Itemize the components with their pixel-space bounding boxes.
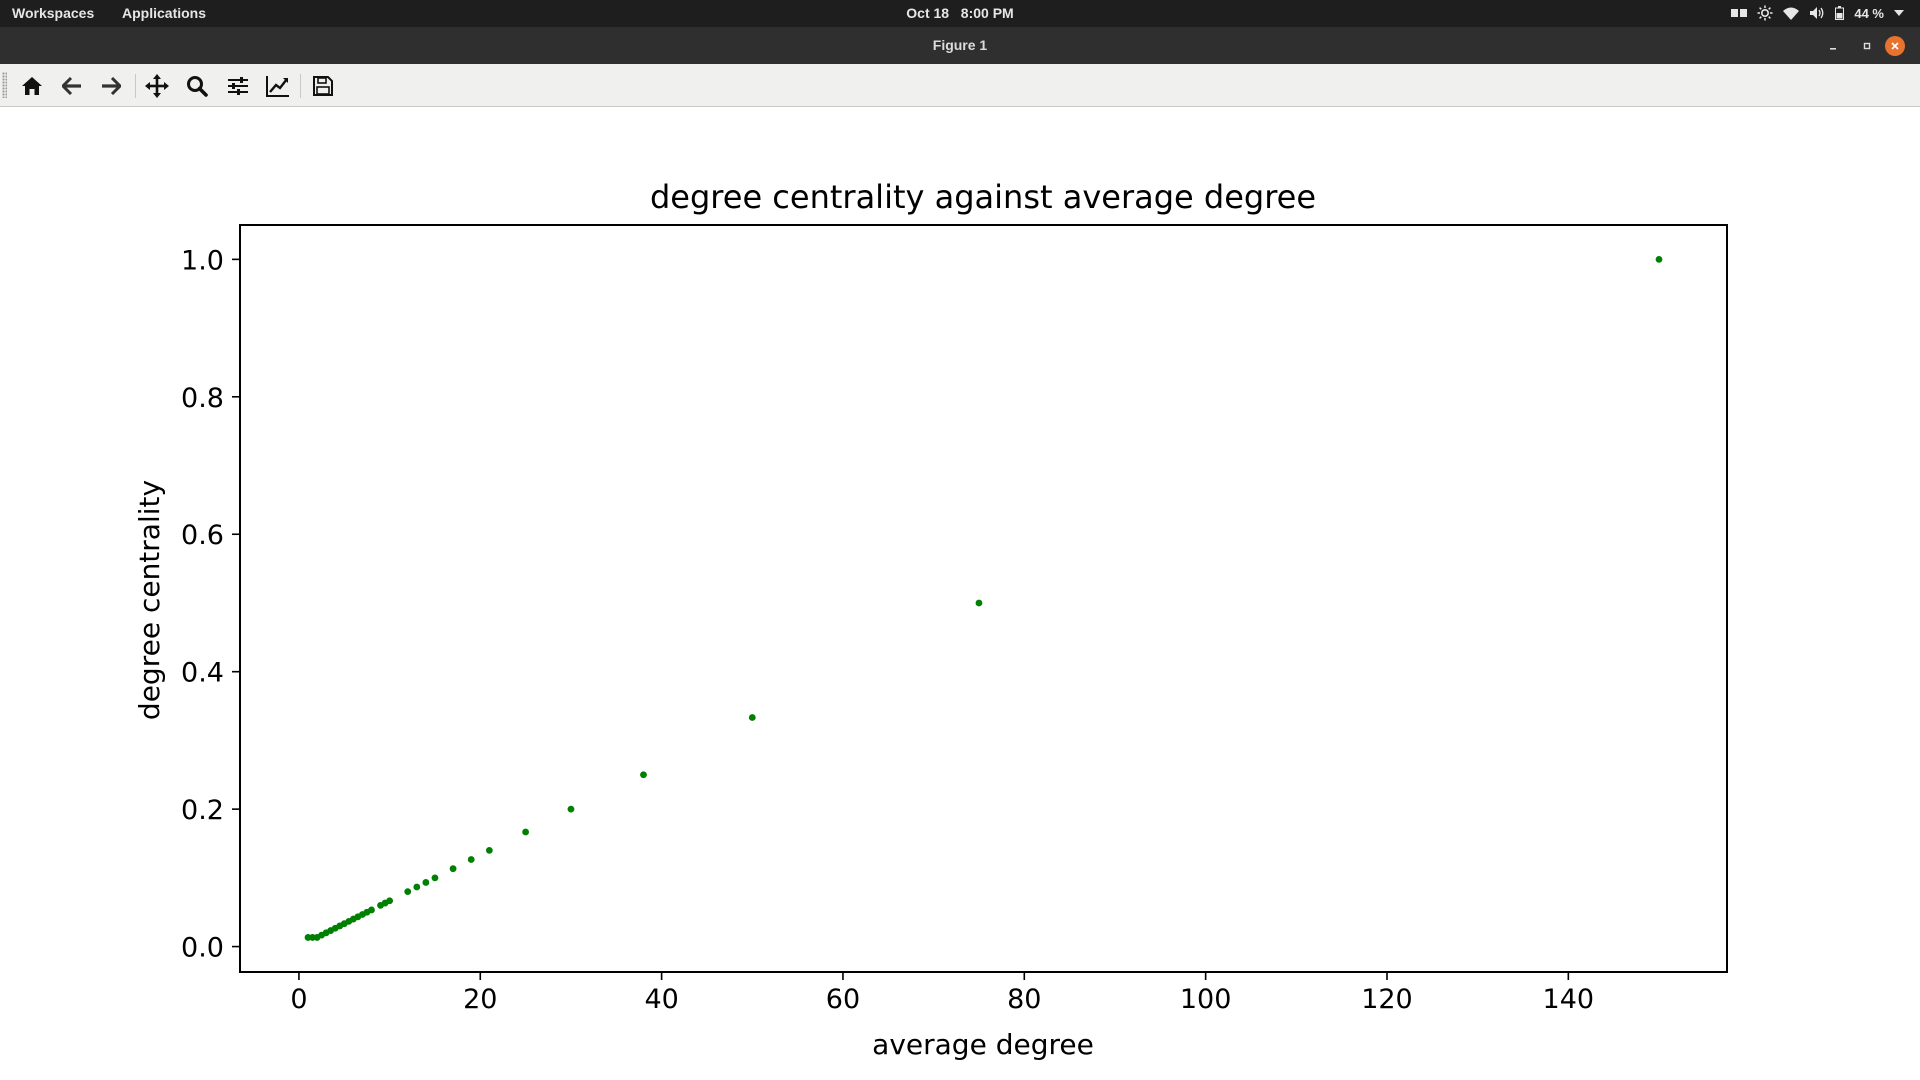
data-point [422, 879, 430, 886]
y-axis-label: degree centrality [133, 480, 166, 720]
data-point [1655, 255, 1663, 263]
x-tick-label: 120 [1361, 984, 1413, 1015]
pan-icon[interactable] [143, 72, 171, 100]
system-menu-chevron-icon[interactable] [1894, 10, 1904, 16]
toolbar-grip[interactable] [2, 72, 7, 98]
clock-date[interactable]: Oct 18 [906, 5, 950, 21]
brightness-icon[interactable] [1757, 5, 1773, 21]
forward-arrow-icon[interactable] [97, 72, 125, 100]
system-top-bar: Workspaces Applications Oct 18 8:00 PM 4… [0, 0, 1920, 27]
toolbar-separator [300, 74, 301, 98]
maximize-button[interactable] [1857, 36, 1877, 56]
data-point [975, 599, 983, 607]
applications-menu[interactable]: Applications [122, 5, 207, 21]
battery-percent[interactable]: 44 % [1854, 5, 1884, 21]
y-tick-label: 0.6 [181, 520, 224, 551]
x-tick-label: 80 [1007, 984, 1041, 1015]
x-tick-label: 140 [1543, 984, 1595, 1015]
data-point [386, 897, 394, 905]
data-point [748, 714, 756, 721]
system-tray: 44 % [1731, 4, 1904, 22]
x-tick-label: 0 [290, 984, 307, 1015]
data-point [404, 888, 412, 895]
clock-time[interactable]: 8:00 PM [960, 5, 1014, 21]
back-arrow-icon[interactable] [58, 72, 86, 100]
clock: Oct 18 8:00 PM [0, 5, 1920, 21]
y-tick-label: 0.2 [181, 795, 224, 826]
figure-toolbar [0, 64, 1920, 107]
data-point [567, 805, 575, 813]
y-tick-label: 1.0 [181, 245, 224, 276]
close-button[interactable] [1885, 36, 1905, 56]
x-tick-label: 40 [644, 984, 678, 1015]
keyboard-layout-icon[interactable] [1731, 8, 1748, 18]
y-axis: 0.0 0.2 0.4 0.6 0.8 1.0 [181, 245, 240, 964]
data-point [431, 874, 439, 882]
save-icon[interactable] [309, 72, 337, 100]
y-tick-label: 0.8 [181, 383, 224, 414]
data-point [467, 856, 475, 863]
window-title: Figure 1 [932, 37, 988, 53]
data-point [449, 865, 457, 873]
data-point [522, 828, 530, 836]
toolbar-separator [135, 74, 136, 98]
minimize-button[interactable] [1823, 36, 1843, 56]
chart-title: degree centrality against average degree [650, 178, 1316, 216]
y-tick-label: 0.4 [181, 658, 224, 689]
battery-icon[interactable] [1835, 6, 1845, 20]
data-points [304, 255, 1663, 941]
wifi-icon[interactable] [1783, 7, 1800, 20]
data-point [485, 846, 493, 854]
x-tick-label: 60 [826, 984, 860, 1015]
x-axis: 0 20 40 60 80 100 120 140 [290, 972, 1594, 1015]
subplots-icon[interactable] [224, 72, 252, 100]
data-point [640, 771, 647, 779]
x-axis-label: average degree [872, 1028, 1094, 1061]
data-point [368, 906, 375, 914]
workspaces-menu[interactable]: Workspaces [12, 5, 95, 21]
y-tick-label: 0.0 [181, 933, 224, 964]
plot-area [239, 224, 1728, 973]
home-icon[interactable] [18, 72, 46, 100]
x-tick-label: 20 [463, 984, 497, 1015]
edit-curve-icon[interactable] [264, 72, 292, 100]
window-title-bar[interactable]: Figure 1 [0, 27, 1920, 64]
x-tick-label: 100 [1180, 984, 1232, 1015]
scatter-chart[interactable]: degree centrality against average degree… [0, 108, 1920, 1080]
zoom-icon[interactable] [183, 72, 211, 100]
data-point [413, 883, 421, 891]
volume-icon[interactable] [1809, 6, 1825, 20]
